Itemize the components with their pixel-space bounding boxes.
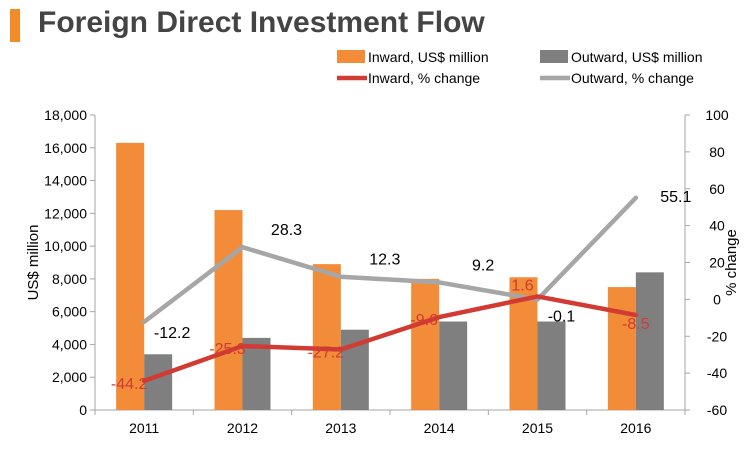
outward-bar (439, 321, 468, 410)
y2-tick-label: -40 (707, 365, 727, 381)
inward-change-data-label: -44.2 (111, 376, 148, 393)
y2-tick-label: 40 (709, 218, 725, 234)
inward-change-data-label: -8.5 (622, 316, 650, 333)
title-accent-bar (10, 9, 20, 42)
outward-bar (537, 321, 566, 410)
y2-tick-label: -20 (707, 328, 727, 344)
legend-label: Outward, US$ million (571, 49, 703, 65)
inward-change-data-label: -25.3 (209, 341, 246, 358)
legend-label: Inward, US$ million (368, 49, 489, 65)
chart-title: Foreign Direct Investment Flow (38, 6, 485, 39)
legend-label: Inward, % change (368, 70, 480, 86)
y2-tick-label: 100 (705, 107, 729, 123)
y-tick-label: 4,000 (52, 336, 87, 352)
y-tick-label: 10,000 (44, 238, 87, 254)
y2-tick-label: 60 (709, 181, 725, 197)
x-tick-label: 2014 (424, 420, 455, 436)
outward-change-data-label: -12.2 (154, 325, 191, 342)
inward-bar (607, 287, 636, 410)
inward-change-data-label: -9.6 (410, 312, 438, 329)
inward-bar (214, 210, 243, 410)
x-tick-label: 2013 (325, 420, 356, 436)
outward-bar (635, 272, 664, 410)
legend-swatch (540, 50, 568, 63)
y2-tick-label: 80 (709, 144, 725, 160)
y2-tick-label: 20 (709, 255, 725, 271)
y-tick-label: 12,000 (44, 205, 87, 221)
legend-swatch (337, 50, 365, 63)
inward-change-data-label: 1.6 (511, 277, 533, 294)
y-tick-label: 0 (79, 402, 87, 418)
y-tick-label: 6,000 (52, 304, 87, 320)
outward-change-data-label: 28.3 (271, 222, 302, 239)
inward-bar (312, 264, 341, 410)
y2-axis-title: % change (723, 229, 740, 296)
outward-change-data-label: 55.1 (660, 189, 691, 206)
y-axis-title: US$ million (25, 225, 42, 301)
inward-bar (411, 278, 440, 410)
x-tick-label: 2012 (227, 420, 258, 436)
x-tick-label: 2016 (620, 420, 651, 436)
y-tick-label: 14,000 (44, 173, 87, 189)
outward-change-data-label: 9.2 (472, 257, 494, 274)
y-tick-label: 16,000 (44, 140, 87, 156)
outward-change-data-label: -0.1 (548, 309, 576, 326)
outward-bar (242, 337, 271, 410)
x-tick-label: 2011 (129, 420, 159, 436)
legend-label: Outward, % change (571, 70, 694, 86)
outward-bar (144, 354, 173, 410)
y2-tick-label: 0 (713, 291, 721, 307)
inward-change-data-label: -27.2 (308, 345, 345, 362)
outward-change-line (141, 195, 639, 325)
inward-bar (116, 142, 145, 410)
outward-change-data-label: 12.3 (369, 252, 400, 269)
y-tick-label: 8,000 (52, 271, 87, 287)
y-tick-label: 18,000 (44, 107, 87, 123)
y-tick-label: 2,000 (52, 369, 87, 385)
inward-change-line (141, 294, 639, 384)
y2-tick-label: -60 (707, 402, 727, 418)
x-tick-label: 2015 (522, 420, 553, 436)
